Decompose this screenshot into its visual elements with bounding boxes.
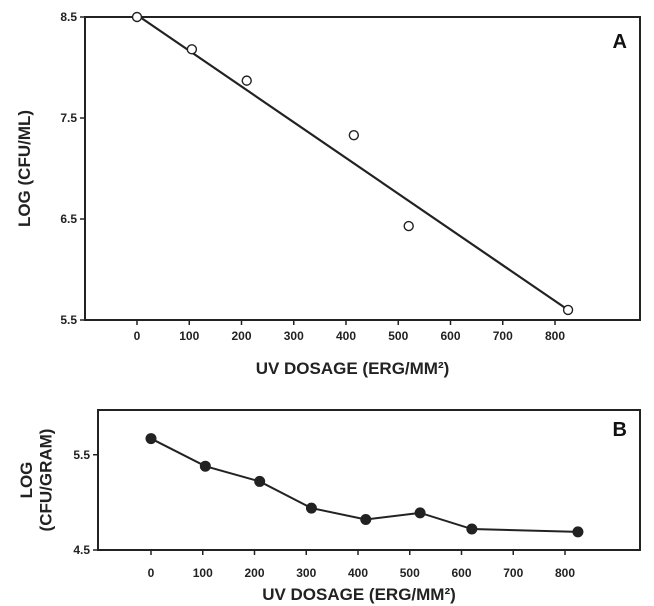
plot-frame <box>97 409 641 551</box>
data-point <box>199 460 211 472</box>
x-tick-label: 800 <box>555 566 575 580</box>
y-tick-label: 4.5 <box>73 543 90 557</box>
x-tick-label: 600 <box>440 329 460 343</box>
y-tick-label: 6.5 <box>60 212 77 226</box>
y-axis-title: LOG(CFU/GRAM) <box>17 429 56 532</box>
y-tick-label: 5.5 <box>60 313 77 327</box>
data-point <box>572 526 584 538</box>
x-tick-label: 500 <box>400 566 420 580</box>
data-point <box>131 11 143 23</box>
data-point <box>254 475 266 487</box>
chart-panel-b: 0 100 200 300 400 500 600 700 800 4.5 5.5 UV DOSAGE… <box>17 409 641 604</box>
data-point <box>360 514 372 526</box>
x-axis-title: UV DOSAGE (ERG/MM²) <box>262 585 456 604</box>
x-tick-label: 400 <box>336 329 356 343</box>
data-point <box>186 44 198 55</box>
y-axis-title: LOG (CFU/ML) <box>15 110 34 227</box>
chart-panel-a: 0 100 200 300 400 500 600 700 800 5.5 6.5 7.5 8.5 UV … <box>15 10 641 378</box>
data-point <box>403 220 414 232</box>
panel-label: A <box>613 31 627 53</box>
data-point <box>348 129 360 141</box>
x-tick-label: 700 <box>493 329 513 343</box>
y-axis-title-line: (CFU/GRAM) <box>37 429 56 532</box>
x-tick-label: 600 <box>451 566 471 580</box>
x-tick-label: 0 <box>148 566 155 580</box>
x-tick-label: 700 <box>503 566 523 580</box>
series-line <box>150 437 578 533</box>
data-point <box>466 523 478 535</box>
x-tick-label: 0 <box>134 329 141 343</box>
y-tick-label: 5.5 <box>73 448 90 462</box>
x-axis-title: UV DOSAGE (ERG/MM²) <box>256 359 450 378</box>
data-point <box>562 304 574 316</box>
y-axis-title-line: LOG <box>17 462 36 499</box>
x-tick-label: 200 <box>231 329 251 343</box>
panel-label: B <box>613 419 627 441</box>
data-point <box>241 75 252 86</box>
x-tick-label: 200 <box>244 566 264 580</box>
x-tick-label: 500 <box>388 329 408 343</box>
x-tick-label: 100 <box>179 329 199 343</box>
y-tick-label: 7.5 <box>60 111 77 125</box>
data-point <box>414 507 426 519</box>
data-point <box>305 502 317 514</box>
x-tick-label: 800 <box>545 329 565 343</box>
x-tick-label: 300 <box>296 566 316 580</box>
x-tick-label: 100 <box>193 566 213 580</box>
data-point <box>145 433 157 445</box>
y-tick-label: 8.5 <box>60 10 77 24</box>
regression-line <box>136 14 569 311</box>
x-tick-label: 300 <box>284 329 304 343</box>
x-tick-label: 400 <box>348 566 368 580</box>
plot-frame <box>84 16 641 321</box>
